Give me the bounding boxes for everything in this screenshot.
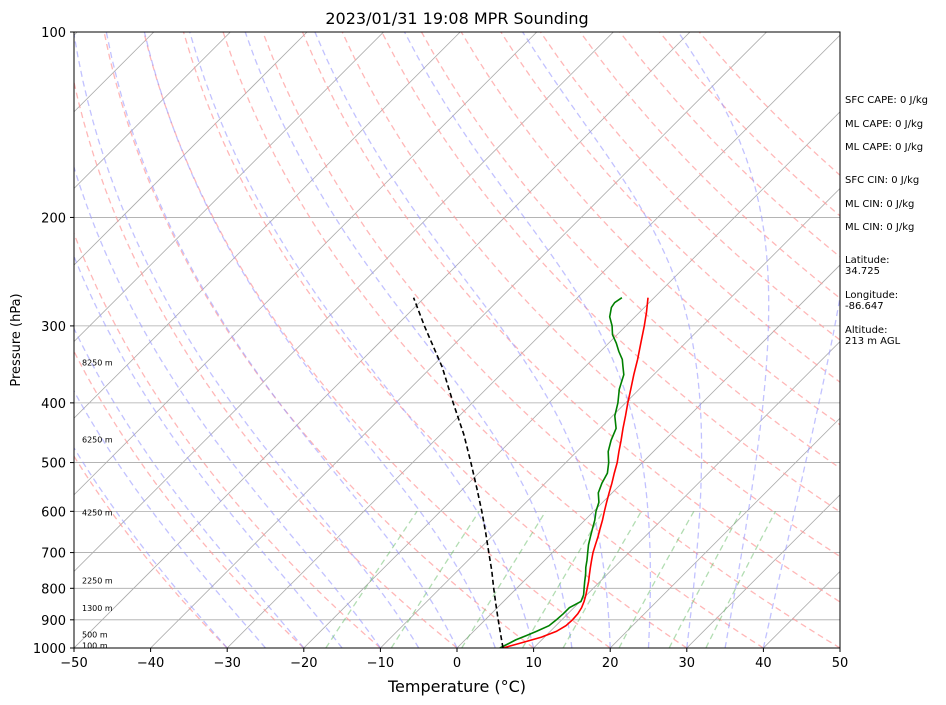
isotherm [226,34,840,648]
latitude-block: Latitude: 34.725 [845,255,890,277]
x-tick-label: 40 [755,656,772,671]
moist-adiabat [403,32,652,648]
mixing-ratio-line [618,510,695,648]
y-tick-label: 300 [41,320,66,335]
moist-adiabat [74,165,381,648]
y-tick-label: 500 [41,457,66,472]
temperature-line [502,297,649,648]
dry-adiabat [143,32,611,648]
moist-adiabat [677,32,770,648]
axes: 100 m 500 m 1300 m 2250 m 4250 m 6250 m 8250 m… [33,26,848,671]
y-tick-label: 400 [41,397,66,412]
isotherm [456,264,840,648]
dewpoint-line [499,297,625,648]
moist-adiabat [105,32,458,648]
isotherm [150,32,767,648]
x-tick-label: 10 [525,656,542,671]
x-tick-label: 30 [679,656,696,671]
isotherm [74,32,614,572]
moist-adiabat [74,254,343,648]
sfc-cin-text: SFC CIN: 0 J/kg [845,175,920,186]
isotherm [380,187,840,648]
ml-cin-text-2: ML CIN: 0 J/kg [845,222,915,233]
y-tick-label: 100 [41,26,66,41]
longitude-label: Longitude: [845,290,899,301]
moist-adiabat [522,32,703,648]
latitude-label: Latitude: [845,255,890,266]
isotherm [74,32,461,419]
longitude-value: -86.647 [845,301,884,312]
isotherm [686,494,840,648]
dry-adiabat [74,231,381,648]
dry-adiabat [579,32,840,300]
data-series [412,297,649,648]
y-tick-label: 900 [41,614,66,629]
y-tick-label: 1000 [33,642,66,657]
ml-cin-text: ML CIN: 0 J/kg [845,199,915,210]
x-axis-label: Temperature (°C) [387,677,526,696]
height-label: 1300 m [82,604,113,613]
x-tick-label: 20 [602,656,619,671]
mixing-ratio-line [390,510,480,648]
y-tick-label: 600 [41,505,66,520]
moist-adiabat [143,32,496,648]
ml-cape-text-2: ML CAPE: 0 J/kg [845,142,924,153]
height-label: 6250 m [82,435,113,444]
longitude-block: Longitude: -86.647 [845,290,898,312]
parcel-profile-line [412,297,504,648]
isotherm [609,417,840,648]
isotherm [74,32,384,343]
dry-adiabat [222,32,764,648]
altitude-value: 213 m AGL [845,336,901,347]
dry-adiabat [74,79,458,648]
mixing-ratio-line [521,510,604,648]
isotherm [74,32,231,189]
x-tick-label: 50 [832,656,849,671]
moist-adiabat [74,446,228,648]
moist-adiabat [762,293,840,648]
isotherm [0,32,1,648]
mixing-ratio-line [325,510,418,648]
altitude-label: Altitude: [845,325,888,336]
dry-adiabat [262,32,840,648]
height-label: 100 m [82,642,108,651]
height-label: 8250 m [82,358,113,367]
moist-adiabat [314,32,611,648]
chart-title: 2023/01/31 19:08 MPR Sounding [325,9,588,28]
dry-adiabat [182,32,688,648]
moist-adiabat [244,32,573,648]
x-tick-label: −10 [367,656,394,671]
mixing-ratio-line [562,510,642,648]
latitude-value: 34.725 [845,266,880,277]
isotherm [74,32,538,496]
height-label: 4250 m [82,509,113,518]
x-tick-label: −50 [60,656,87,671]
sfc-cape-text: SFC CAPE: 0 J/kg [845,95,928,106]
background-lines [0,32,840,648]
x-tick-label: −30 [213,656,240,671]
y-tick-label: 800 [41,582,66,597]
mixing-ratio-line [461,510,547,648]
y-tick-label: 700 [41,547,66,562]
isotherm [303,111,840,648]
height-label: 500 m [82,631,108,640]
isotherm [533,341,840,648]
y-tick-label: 200 [41,211,66,226]
isotherm [74,32,691,648]
moist-adiabat [74,32,420,648]
dry-adiabat [103,32,534,648]
ml-cape-text: ML CAPE: 0 J/kg [845,119,924,130]
mixing-ratio-line [668,510,742,648]
x-tick-label: 0 [453,656,461,671]
y-axis-label: Pressure (hPa) [9,293,24,386]
altitude-block: Altitude: 213 m AGL [845,325,900,347]
x-tick-label: −40 [137,656,164,671]
isotherm [74,32,308,266]
dry-adiabat [74,349,305,648]
height-label: 2250 m [82,577,113,586]
x-tick-label: −20 [290,656,317,671]
mixing-ratio-line [705,510,777,648]
moist-adiabat [189,32,535,648]
